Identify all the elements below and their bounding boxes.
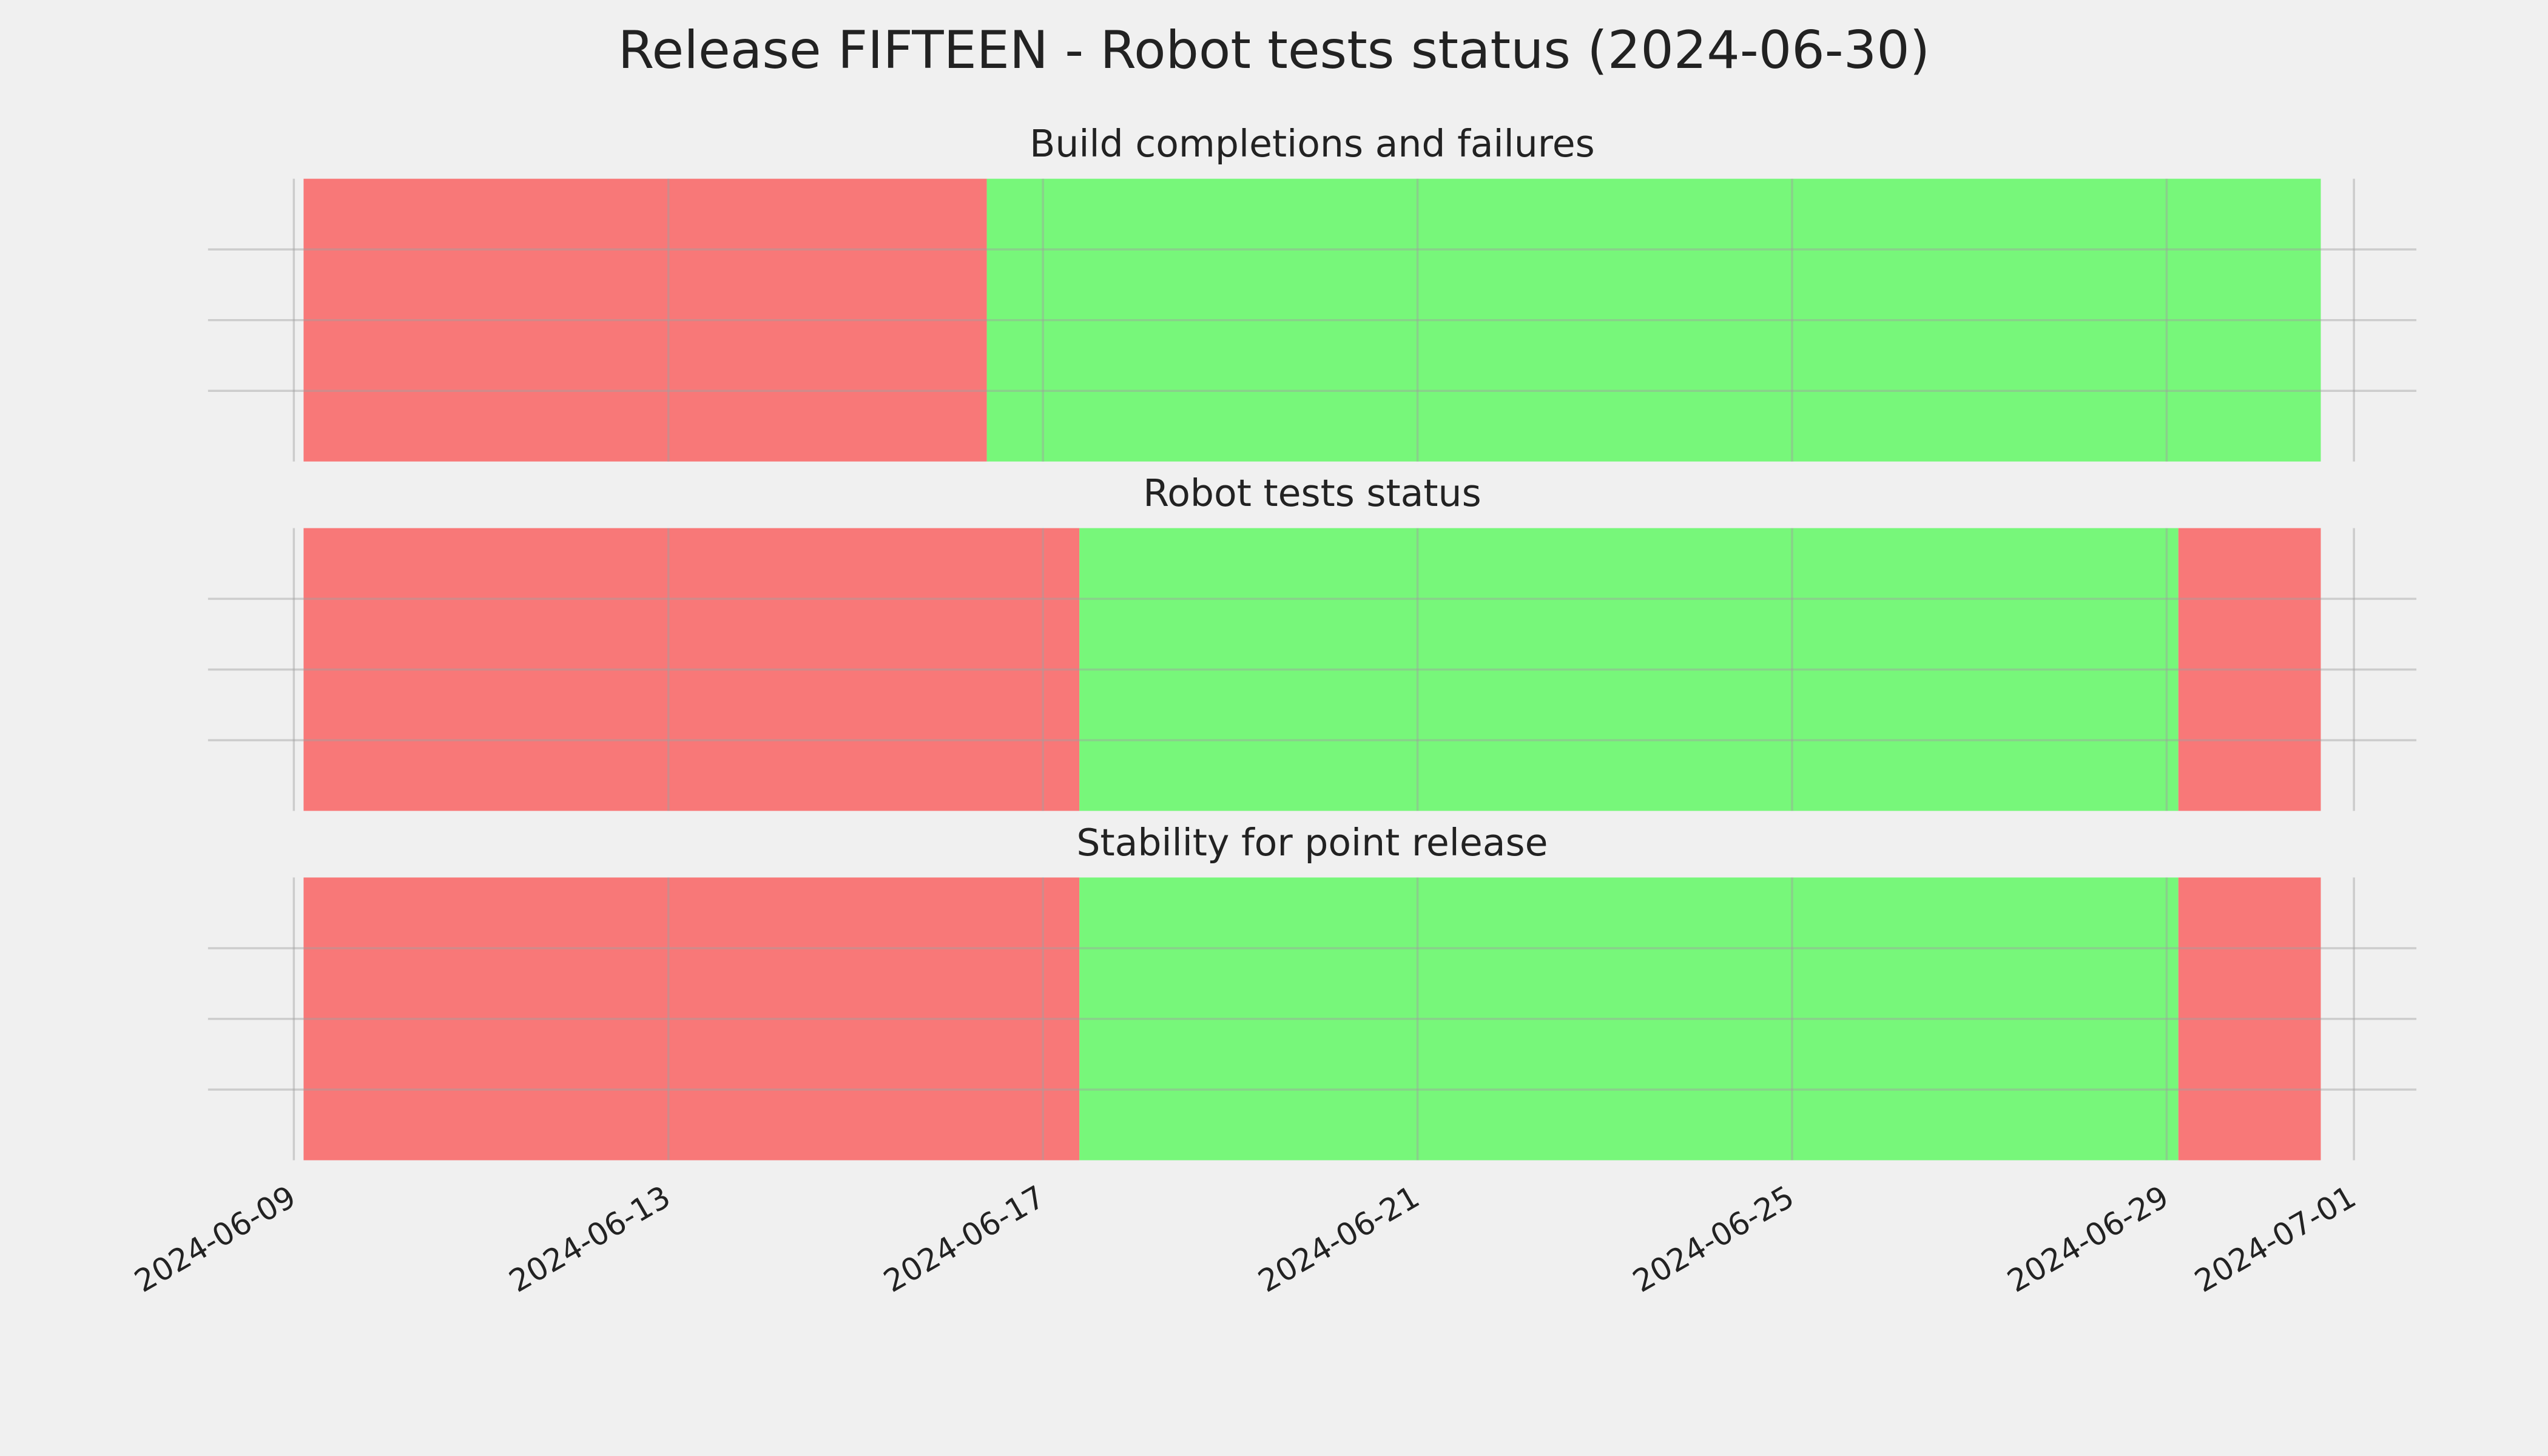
subplot-title: Build completions and failures bbox=[1030, 122, 1595, 166]
chart-title: Release FIFTEEN - Robot tests status (20… bbox=[618, 20, 1930, 81]
status-segment bbox=[303, 528, 1080, 811]
status-segment bbox=[2178, 877, 2321, 1161]
status-segment bbox=[2178, 528, 2321, 811]
subplot-title: Stability for point release bbox=[1076, 821, 1548, 864]
status-segment bbox=[1079, 528, 2179, 811]
status-segment bbox=[303, 178, 987, 462]
subplot-title: Robot tests status bbox=[1143, 471, 1481, 515]
status-segment bbox=[303, 877, 1080, 1161]
status-segment bbox=[986, 178, 2321, 462]
status-segment bbox=[1079, 877, 2179, 1161]
